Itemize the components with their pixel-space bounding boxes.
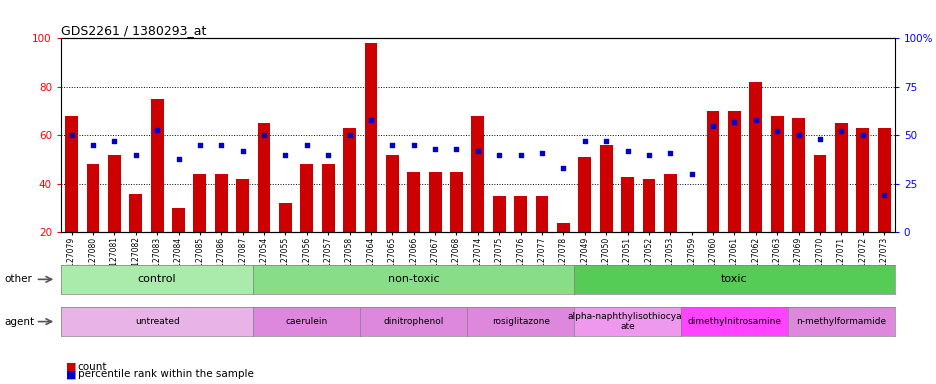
Point [406, 142, 421, 148]
Text: rosiglitazone: rosiglitazone [491, 317, 549, 326]
Point [555, 165, 570, 171]
Bar [214, 174, 227, 281]
Bar [621, 177, 634, 281]
Point [128, 152, 143, 158]
Bar [108, 155, 121, 281]
Bar [343, 128, 356, 281]
Point [683, 171, 698, 177]
Bar [492, 196, 505, 281]
Bar [86, 164, 99, 281]
Point [278, 152, 293, 158]
Point [748, 117, 763, 123]
Point [641, 152, 656, 158]
Bar [429, 172, 441, 281]
Bar [684, 232, 697, 281]
Bar [66, 116, 78, 281]
Bar [129, 194, 142, 281]
Point [577, 138, 592, 144]
Point [213, 142, 228, 148]
Bar [172, 208, 184, 281]
Point [513, 152, 528, 158]
Point [790, 132, 805, 138]
Bar [642, 179, 654, 281]
Point [342, 132, 357, 138]
Bar [556, 223, 569, 281]
Text: untreated: untreated [135, 317, 180, 326]
Bar [791, 118, 804, 281]
Bar [364, 43, 377, 281]
Point [385, 142, 400, 148]
Bar [449, 172, 462, 281]
Bar [471, 116, 484, 281]
Text: agent: agent [5, 316, 35, 327]
Bar [727, 111, 740, 281]
Bar [151, 99, 164, 281]
Bar [706, 111, 719, 281]
Point [107, 138, 122, 144]
Point [235, 148, 250, 154]
Point [192, 142, 207, 148]
Bar [578, 157, 591, 281]
Text: other: other [5, 274, 33, 285]
Bar [770, 116, 782, 281]
Point [64, 132, 79, 138]
Text: dinitrophenol: dinitrophenol [383, 317, 444, 326]
Point [491, 152, 506, 158]
Text: non-toxic: non-toxic [388, 274, 439, 285]
Bar [535, 196, 548, 281]
Bar [834, 123, 847, 281]
Text: percentile rank within the sample: percentile rank within the sample [78, 369, 254, 379]
Text: toxic: toxic [721, 274, 747, 285]
Text: ■: ■ [66, 362, 76, 372]
Bar [407, 172, 419, 281]
Point [620, 148, 635, 154]
Point [363, 117, 378, 123]
Text: ■: ■ [66, 369, 76, 379]
Text: count: count [78, 362, 107, 372]
Point [256, 132, 271, 138]
Bar [664, 174, 676, 281]
Text: GDS2261 / 1380293_at: GDS2261 / 1380293_at [61, 24, 206, 37]
Bar [300, 164, 313, 281]
Text: alpha-naphthylisothiocyan
ate: alpha-naphthylisothiocyan ate [567, 312, 687, 331]
Bar [279, 203, 291, 281]
Text: dimethylnitrosamine: dimethylnitrosamine [687, 317, 781, 326]
Bar [514, 196, 526, 281]
Bar [856, 128, 869, 281]
Point [662, 150, 677, 156]
Point [876, 192, 891, 199]
Point [150, 126, 165, 132]
Point [320, 152, 335, 158]
Bar [812, 155, 826, 281]
Point [534, 150, 548, 156]
Bar [236, 179, 249, 281]
Bar [321, 164, 334, 281]
Point [833, 128, 848, 134]
Point [299, 142, 314, 148]
Text: caerulein: caerulein [285, 317, 328, 326]
Bar [599, 145, 612, 281]
Point [705, 122, 720, 129]
Bar [386, 155, 399, 281]
Text: n-methylformamide: n-methylformamide [796, 317, 885, 326]
Point [855, 132, 870, 138]
Bar [749, 82, 762, 281]
Point [427, 146, 442, 152]
Text: control: control [138, 274, 176, 285]
Bar [257, 123, 271, 281]
Bar [877, 128, 889, 281]
Point [85, 142, 100, 148]
Point [598, 138, 613, 144]
Point [470, 148, 485, 154]
Point [726, 119, 741, 125]
Bar [193, 174, 206, 281]
Point [171, 156, 186, 162]
Point [768, 128, 783, 134]
Point [812, 136, 826, 142]
Point [448, 146, 463, 152]
